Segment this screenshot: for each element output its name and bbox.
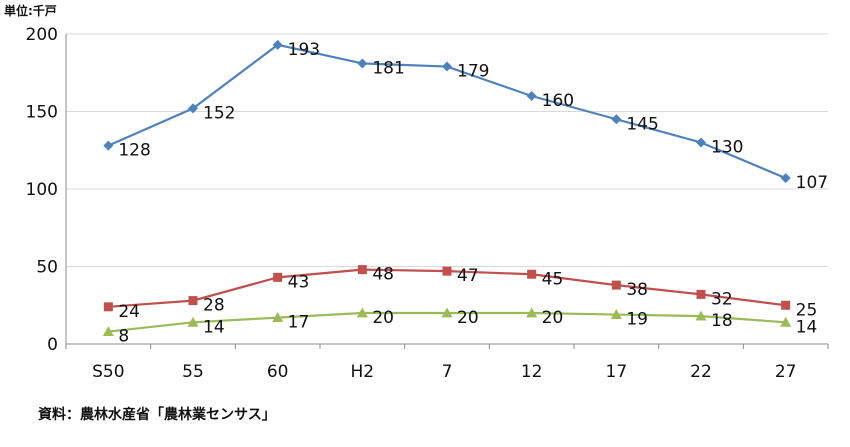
x-tick-label: 60	[267, 362, 289, 382]
data-label: 130	[711, 138, 743, 158]
data-point	[188, 103, 198, 114]
data-labels: 128 152 193 181 179 160 145 130 107 24 28 43 48 47 45 3…	[118, 40, 828, 347]
data-label: 18	[711, 311, 733, 331]
y-tick-label: 100	[26, 180, 58, 200]
data-point	[780, 173, 791, 184]
data-point	[442, 61, 452, 72]
data-label: 28	[203, 296, 225, 316]
data-label: 152	[203, 103, 235, 123]
data-label: 179	[457, 62, 489, 82]
unit-label: 単位:千戸	[4, 4, 57, 18]
y-tick-label: 200	[26, 25, 58, 45]
data-point	[526, 307, 538, 318]
data-point	[441, 307, 453, 318]
data-point	[357, 58, 368, 69]
x-tick-label: H2	[351, 362, 375, 382]
data-point	[526, 91, 537, 101]
data-label: 107	[796, 173, 828, 193]
data-point	[611, 114, 622, 125]
data-point	[780, 316, 792, 327]
data-label: 25	[796, 300, 818, 320]
data-label: 20	[457, 308, 479, 328]
data-point	[187, 316, 199, 327]
data-label: 14	[203, 317, 225, 337]
data-point	[102, 326, 114, 336]
data-label: 14	[796, 317, 818, 337]
data-point	[695, 310, 707, 321]
data-point	[356, 307, 368, 318]
data-point	[696, 289, 706, 299]
data-label: 19	[626, 310, 648, 330]
axes: 0 50 100 150 200 S50 55 60 H2 7 12 17 22 27	[26, 25, 829, 382]
x-tick-label: 7	[442, 362, 453, 382]
data-point	[188, 296, 198, 306]
data-label: 47	[457, 266, 479, 286]
data-point	[357, 265, 367, 275]
data-label: 160	[542, 91, 574, 111]
x-tick-label: 17	[606, 362, 628, 382]
data-label: 20	[542, 308, 564, 328]
x-tick-label: S50	[92, 362, 124, 382]
data-point	[696, 137, 706, 148]
data-point	[273, 272, 283, 282]
x-tick-label: 22	[690, 362, 712, 382]
x-tick-label: 12	[521, 362, 543, 382]
y-tick-label: 0	[47, 335, 58, 355]
data-point	[610, 309, 622, 319]
data-label: 17	[288, 313, 310, 333]
data-label: 20	[372, 308, 394, 328]
data-point	[781, 300, 791, 310]
data-label: 145	[626, 114, 658, 134]
data-label: 48	[372, 265, 394, 285]
data-label: 24	[118, 302, 140, 322]
data-point	[442, 266, 452, 276]
x-tick-label: 55	[182, 362, 204, 382]
data-point	[272, 39, 283, 50]
data-point	[103, 140, 114, 151]
x-tick-label: 27	[775, 362, 797, 382]
y-tick-label: 150	[26, 103, 58, 123]
source-note: 資料：農林水産省「農林業センサス」	[38, 407, 276, 423]
data-label: 45	[542, 269, 564, 289]
data-point	[103, 302, 113, 312]
data-label: 8	[118, 327, 129, 347]
data-point	[272, 312, 284, 323]
data-label: 181	[372, 58, 404, 78]
data-point	[527, 269, 537, 279]
series-group	[102, 39, 792, 336]
data-label: 43	[288, 272, 310, 292]
data-label: 32	[711, 289, 733, 309]
data-label: 193	[288, 40, 320, 60]
data-label: 128	[118, 141, 150, 161]
y-tick-label: 50	[36, 258, 58, 278]
data-label: 38	[626, 280, 648, 300]
data-point	[611, 280, 621, 290]
